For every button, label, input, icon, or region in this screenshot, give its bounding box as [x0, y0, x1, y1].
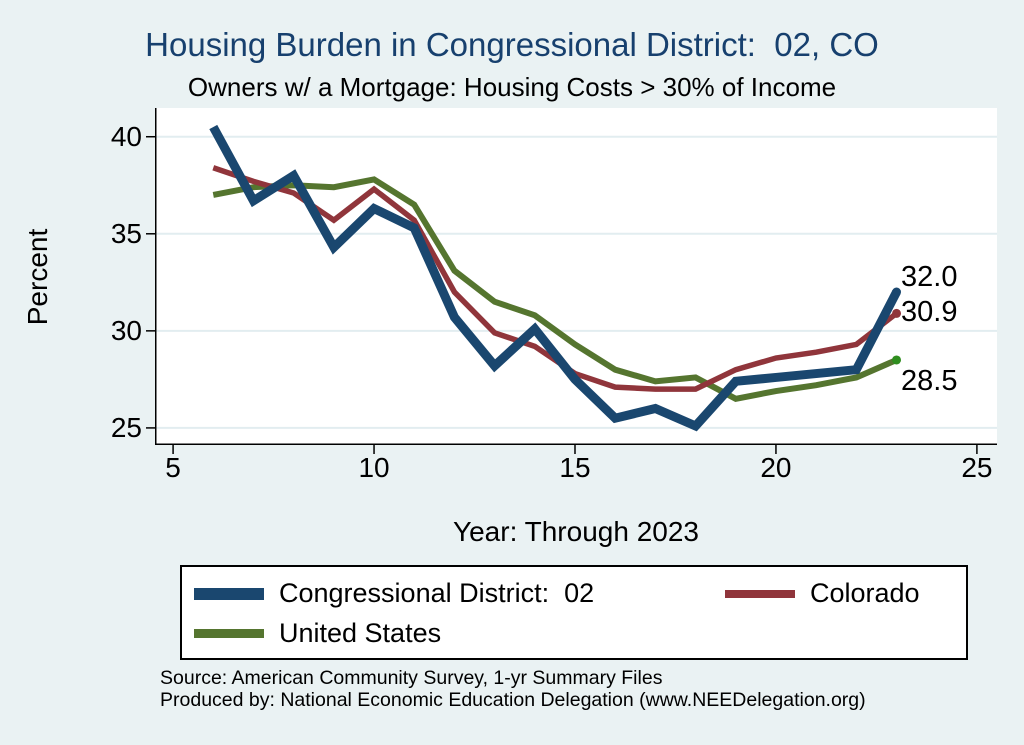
- x-axis-title: Year: Through 2023: [453, 516, 699, 547]
- series-end-marker: [892, 287, 902, 297]
- series-end-label-state: 30.9: [901, 296, 958, 328]
- series-end-label-us: 28.5: [901, 365, 958, 397]
- series-end-marker: [892, 308, 902, 318]
- legend-label-state: Colorado: [810, 578, 920, 608]
- y-tick-label: 30: [110, 314, 142, 346]
- plot-region: [155, 108, 997, 445]
- legend-swatch-us: [194, 629, 264, 638]
- x-tick-label: 20: [760, 452, 792, 483]
- y-axis-title: Percent: [22, 228, 53, 326]
- chart-subtitle: Owners w/ a Mortgage: Housing Costs > 30…: [187, 72, 837, 102]
- chart-title: Housing Burden in Congressional District…: [145, 26, 879, 63]
- source-note: Source: American Community Survey, 1-yr …: [160, 667, 663, 689]
- series-line-cd: [209, 124, 901, 432]
- legend-label-cd: Congressional District: 02: [279, 578, 595, 608]
- y-tick-label: 40: [110, 120, 142, 152]
- legend: Congressional District: 02 Colorado Unit…: [180, 565, 968, 660]
- series-end-marker: [892, 355, 902, 365]
- legend-swatch-state: [725, 590, 795, 598]
- series-line-us: [212, 176, 898, 402]
- legend-swatch-cd: [194, 588, 264, 600]
- y-tick-label: 25: [110, 411, 142, 443]
- y-tick-label: 35: [110, 217, 142, 249]
- producer-note: Produced by: National Economic Education…: [160, 689, 866, 711]
- series-end-label-cd: 32.0: [901, 261, 958, 293]
- x-tick-label: 15: [559, 452, 591, 483]
- x-tick-label: 10: [358, 452, 390, 483]
- legend-label-us: United States: [279, 618, 442, 648]
- x-tick-label: 5: [165, 452, 181, 483]
- x-tick-label: 25: [961, 452, 993, 483]
